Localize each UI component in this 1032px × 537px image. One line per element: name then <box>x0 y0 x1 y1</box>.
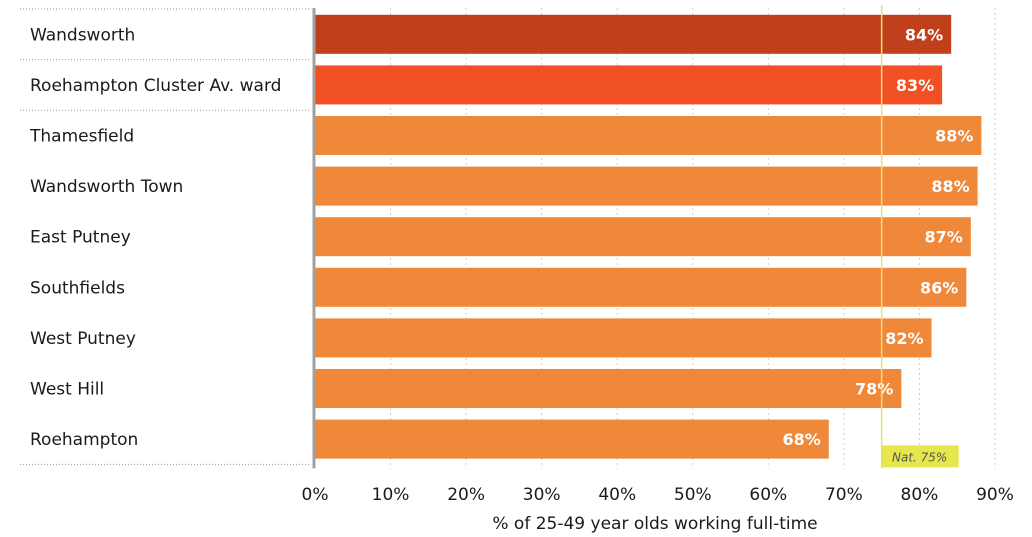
x-tick-label: 60% <box>749 485 787 505</box>
x-tick-label: 0% <box>302 485 329 505</box>
category-label: West Hill <box>30 380 104 400</box>
category-label: Roehampton <box>30 430 138 450</box>
category-label: Wandsworth <box>30 25 135 45</box>
bar <box>315 267 967 307</box>
x-tick-label: 80% <box>901 485 939 505</box>
x-tick-label: 30% <box>523 485 561 505</box>
bars: 84% 83% 88% 88% 87% 86% 82% 78% 68% <box>315 14 982 459</box>
x-tick-label: 70% <box>825 485 863 505</box>
category-label: Southfields <box>30 278 125 298</box>
data-label: 78% <box>855 380 893 399</box>
data-label: 83% <box>896 76 934 95</box>
data-label: 87% <box>925 228 963 247</box>
reference-label: Nat. 75% <box>892 450 947 464</box>
data-label: 82% <box>885 329 923 348</box>
bar <box>315 318 932 358</box>
category-label: Roehampton Cluster Av. ward <box>30 76 281 96</box>
category-labels: Wandsworth Roehampton Cluster Av. ward Tha… <box>29 25 281 450</box>
data-label: 68% <box>782 430 820 449</box>
category-label: Wandsworth Town <box>30 177 183 197</box>
x-tick-label: 50% <box>674 485 712 505</box>
x-tick-label: 10% <box>372 485 410 505</box>
x-tick-label: 40% <box>598 485 636 505</box>
x-axis-title: % of 25-49 year olds working full-time <box>492 514 817 534</box>
data-label: 86% <box>920 278 958 297</box>
bar <box>315 419 829 459</box>
data-label: 88% <box>935 127 973 146</box>
reference-label-background <box>881 445 959 468</box>
category-label: Thamesfield <box>29 127 134 147</box>
bar <box>315 116 982 155</box>
bar <box>315 166 978 206</box>
bar <box>315 65 943 105</box>
category-separators <box>20 8 310 465</box>
reference-line-group: Nat. 75% <box>880 5 959 469</box>
data-label: 88% <box>931 177 969 196</box>
x-tick-label: 20% <box>447 485 485 505</box>
category-label: East Putney <box>30 228 131 248</box>
bar <box>315 217 971 257</box>
bar <box>315 14 952 54</box>
bar <box>315 369 902 408</box>
data-label: 84% <box>905 25 943 44</box>
x-axis-ticks: 0% 10% 20% 30% 40% 50% 60% 70% 80% 90% <box>302 485 1014 505</box>
x-tick-label: 90% <box>976 485 1014 505</box>
category-label: West Putney <box>30 329 136 349</box>
